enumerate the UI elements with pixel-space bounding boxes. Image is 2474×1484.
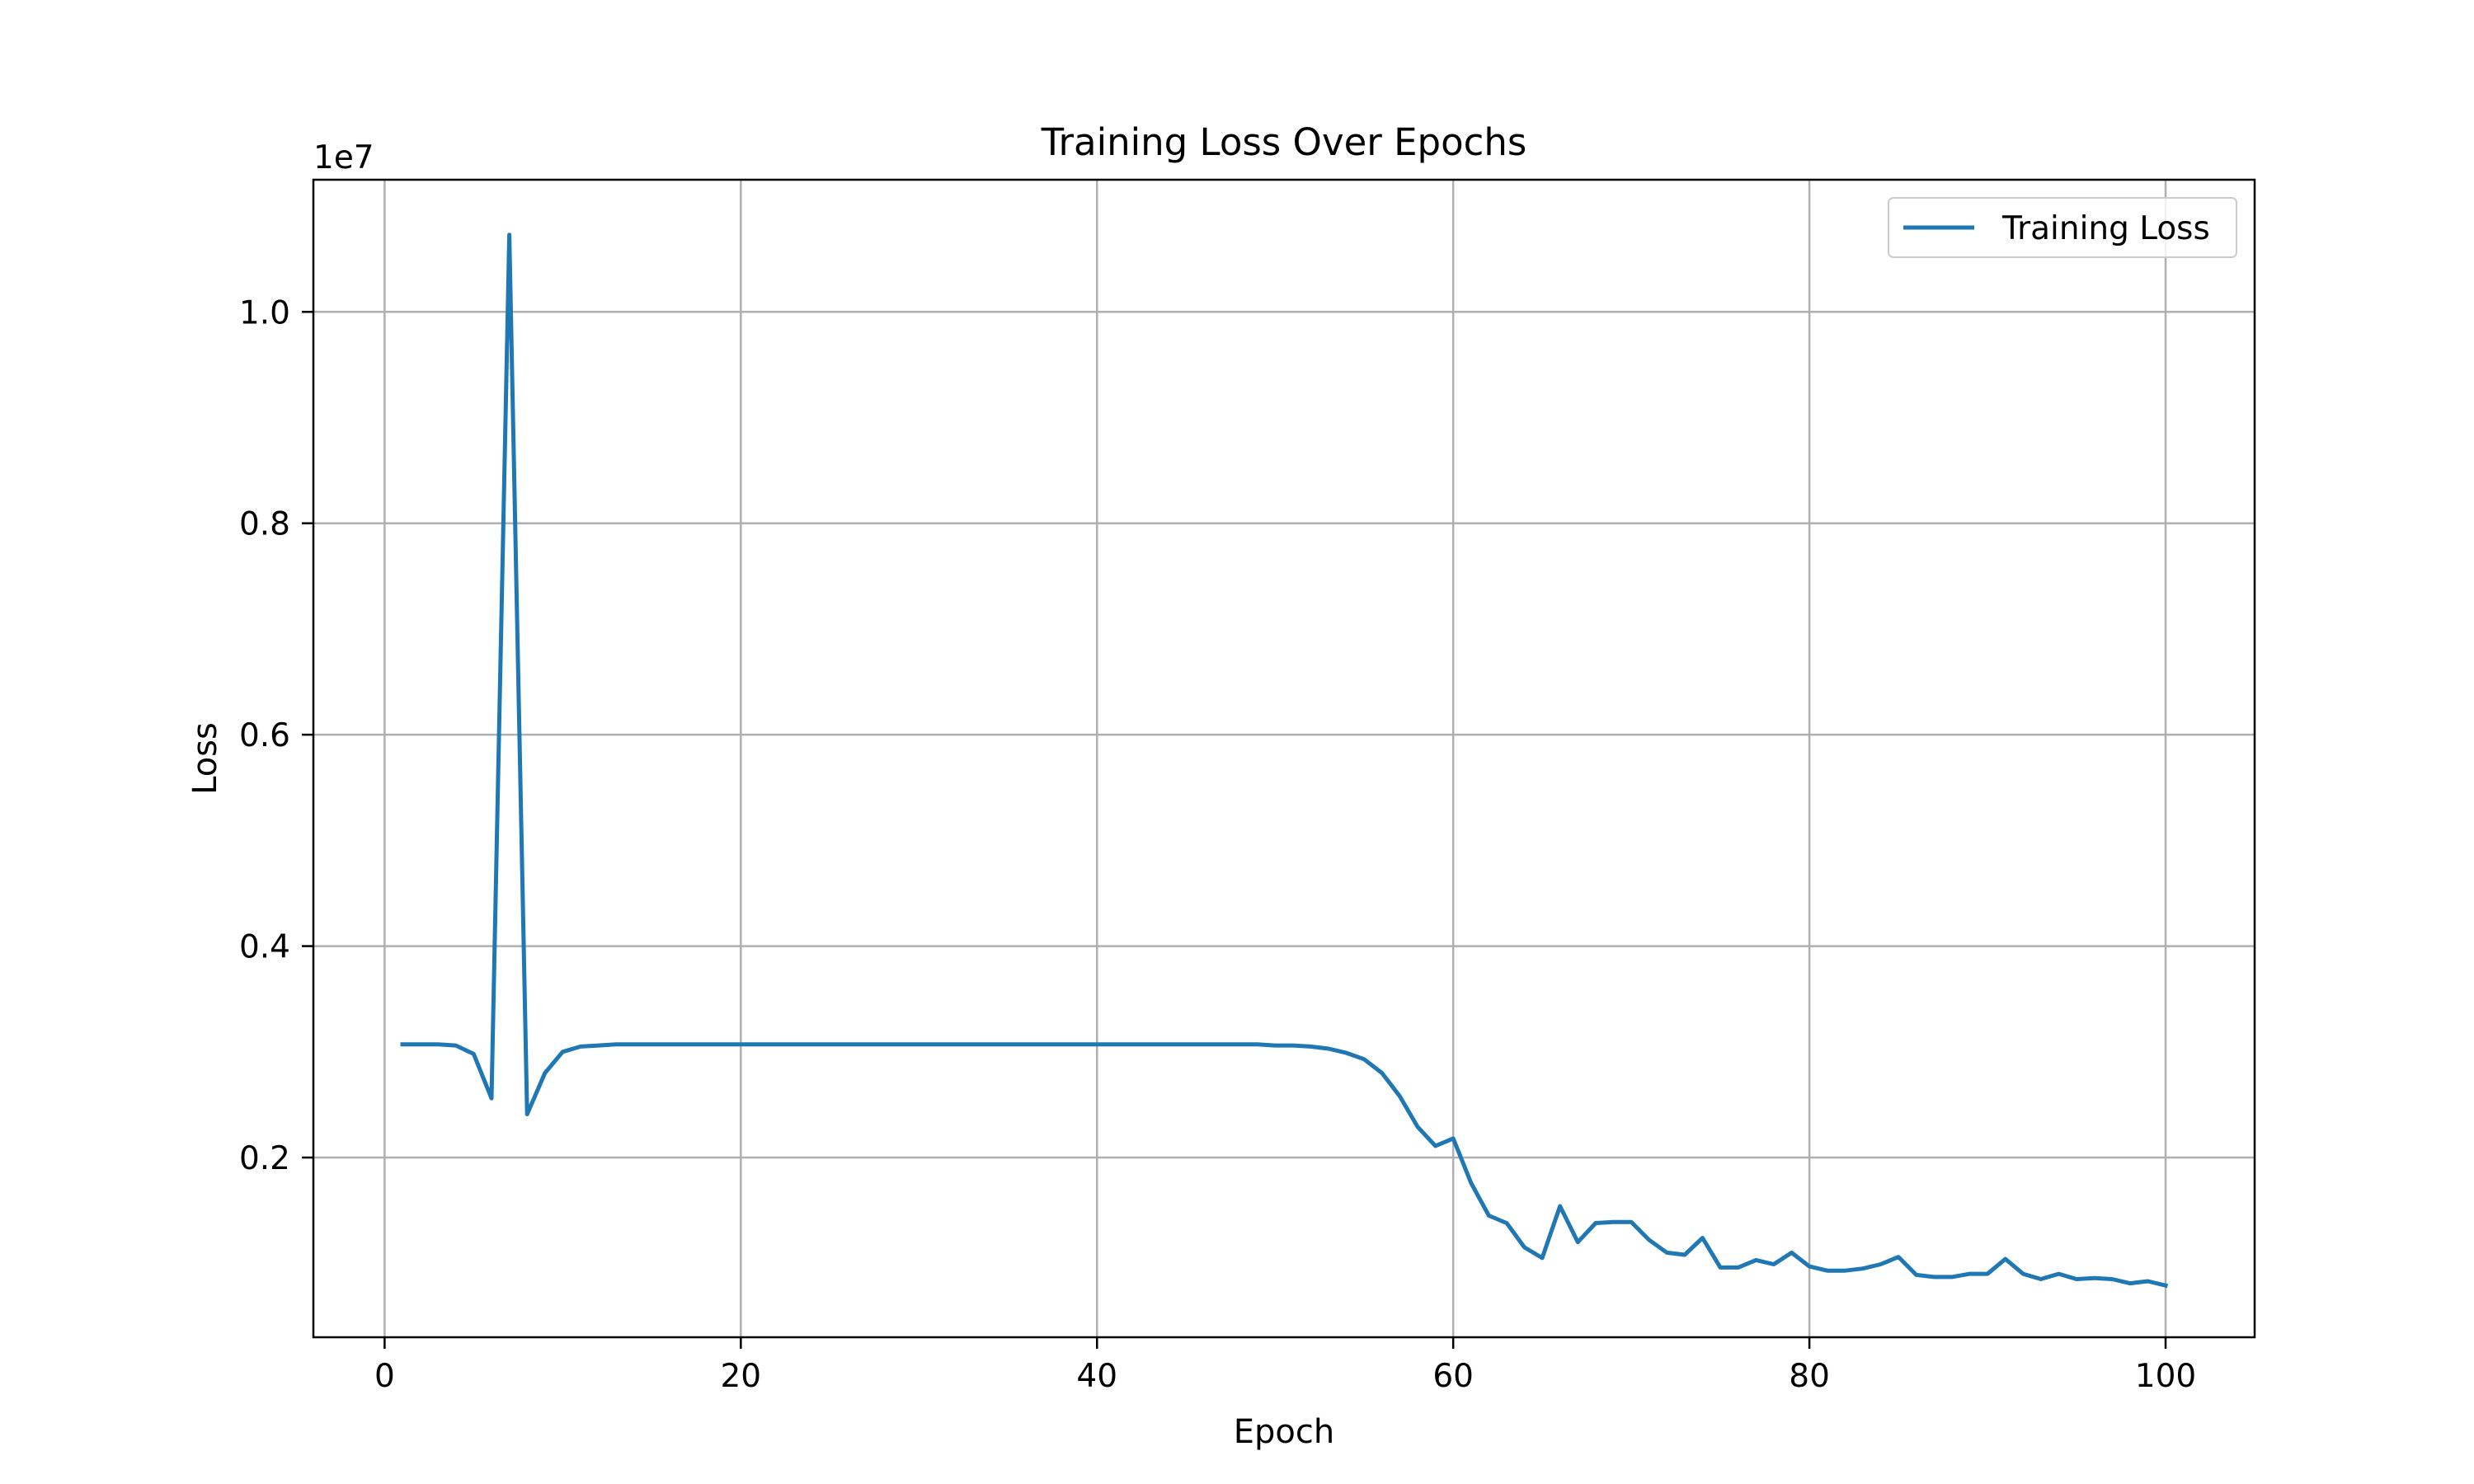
legend-entry-training-loss: Training Loss: [2001, 210, 2210, 247]
grid-lines: [313, 180, 2255, 1337]
y-tick-label: 0.8: [239, 506, 290, 543]
y-tick-label: 0.2: [239, 1140, 290, 1177]
y-tick-label: 0.4: [239, 929, 290, 966]
x-tick-label: 80: [1789, 1358, 1830, 1395]
x-tick-label: 20: [720, 1358, 761, 1395]
y-tick-label: 1.0: [239, 294, 290, 331]
x-tick-label: 60: [1432, 1358, 1474, 1395]
x-tick-label: 40: [1076, 1358, 1117, 1395]
y-tick-label: 0.6: [239, 717, 290, 754]
plot-frame: [312, 178, 2256, 1339]
chart-title: Training Loss Over Epochs: [1041, 120, 1527, 164]
legend-box: [1888, 197, 2237, 258]
x-tick-label: 100: [2135, 1358, 2196, 1395]
legend: Training Loss: [1888, 197, 2237, 258]
y-axis-offset-label: 1e7: [313, 139, 374, 176]
axis-ticks: 0 20 40 60 80 100 0.2 0.4 0.6 0.8 1.0: [239, 294, 2196, 1395]
series-line-training-loss: [400, 232, 2169, 1289]
y-axis-label: Loss: [186, 722, 224, 795]
series-layer: [400, 232, 2169, 1289]
x-tick-label: 0: [374, 1358, 395, 1395]
x-axis-label: Epoch: [1234, 1413, 1334, 1451]
